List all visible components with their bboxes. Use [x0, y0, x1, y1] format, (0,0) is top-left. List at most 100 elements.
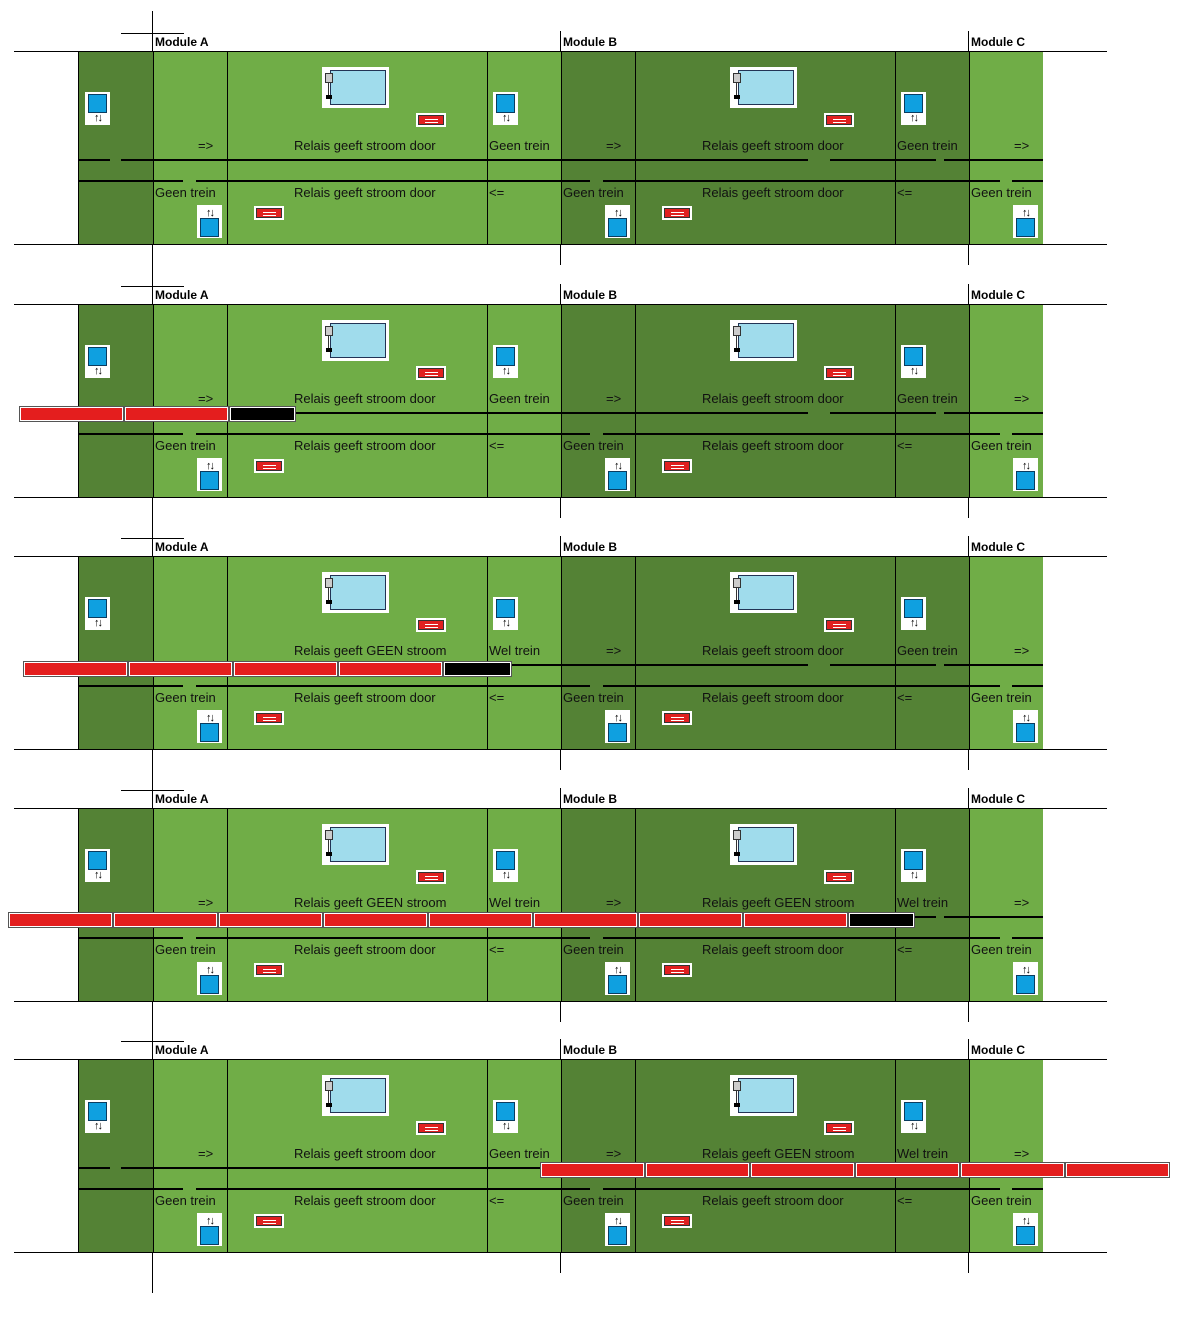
sensor-icon: ↑↓: [197, 205, 222, 238]
module-a-pointer: [152, 516, 153, 556]
switch-icon: [254, 1214, 284, 1228]
module-c-label: Module C: [971, 1043, 1025, 1057]
rail-bottom: [78, 433, 183, 435]
rail-top: [121, 1167, 808, 1169]
arrows-icon: ↑↓: [502, 869, 511, 881]
relay-screen: [738, 827, 794, 862]
arrows-icon: ↑↓: [1022, 207, 1031, 219]
switch-body: [826, 115, 852, 125]
relay-coil: [325, 830, 333, 840]
sensor-icon: ↑↓: [901, 92, 926, 125]
switch-body: [826, 1123, 852, 1133]
train-wagon: [233, 661, 338, 677]
sensor-square: [200, 471, 219, 490]
arrows-icon: ↑↓: [614, 460, 623, 472]
train-status: Wel trein: [489, 895, 541, 910]
switch-icon: [662, 711, 692, 725]
rail-bottom: [196, 1188, 590, 1190]
sensor-icon: ↑↓: [85, 849, 110, 882]
rail-bottom: [196, 433, 590, 435]
block-divider: [153, 51, 154, 245]
switch-body: [664, 965, 690, 975]
relay-coil: [733, 73, 741, 83]
sensor-icon: ↑↓: [901, 849, 926, 882]
direction-arrow: <=: [897, 942, 913, 957]
module-c-pointer: [968, 1253, 969, 1273]
sensor-icon: ↑↓: [197, 710, 222, 743]
arrows-icon: ↑↓: [1022, 460, 1031, 472]
sensor-icon: ↑↓: [901, 597, 926, 630]
direction-arrow: <=: [489, 942, 505, 957]
module-b-pointer: [560, 788, 561, 808]
relay-status: Relais geeft stroom door: [702, 942, 844, 957]
panel-bottom-border: [14, 749, 1107, 750]
relay-coil: [733, 830, 741, 840]
rail-bottom: [78, 937, 183, 939]
rail-bottom: [603, 937, 1000, 939]
switch-body: [418, 115, 444, 125]
panel-bottom-border: [14, 244, 1107, 245]
switch-icon: [254, 459, 284, 473]
train-status: Geen trein: [897, 391, 958, 406]
block-divider: [895, 51, 896, 245]
arrows-icon: ↑↓: [94, 112, 103, 124]
sensor-square: [200, 975, 219, 994]
sensor-square: [1016, 218, 1035, 237]
relay-screen: [330, 1078, 386, 1113]
arrows-icon: ↑↓: [614, 712, 623, 724]
arrows-icon: ↑↓: [502, 1120, 511, 1132]
sensor-icon: ↑↓: [197, 1213, 222, 1246]
sensor-square: [608, 1226, 627, 1245]
module-c-pointer: [968, 1002, 969, 1022]
sensor-square: [200, 218, 219, 237]
switch-body: [256, 1216, 282, 1226]
switch-icon: [824, 366, 854, 380]
rail-bottom: [78, 685, 183, 687]
module-c-pointer: [968, 31, 969, 51]
sensor-icon: ↑↓: [605, 205, 630, 238]
relay-coil: [325, 326, 333, 336]
panel-bottom-border: [14, 1252, 1107, 1253]
relay-icon: [730, 320, 797, 361]
block-divider: [227, 556, 228, 750]
sensor-square: [496, 851, 515, 870]
train-status: Geen trein: [563, 690, 624, 705]
track-section: [78, 808, 153, 1002]
switch-body: [418, 368, 444, 378]
module-border: [78, 304, 79, 498]
rail-bottom: [196, 685, 590, 687]
sensor-square: [200, 723, 219, 742]
direction-arrow: =>: [606, 1146, 622, 1161]
sensor-square: [496, 599, 515, 618]
rail-bottom: [1012, 937, 1043, 939]
relay-status: Relais geeft GEEN stroom: [294, 895, 447, 910]
arrows-icon: ↑↓: [206, 207, 215, 219]
direction-arrow: =>: [198, 391, 214, 406]
train-status: Geen trein: [155, 942, 216, 957]
switch-icon: [416, 618, 446, 632]
relay-stem: [736, 336, 737, 350]
train-wagon: [218, 912, 323, 928]
switch-body: [256, 713, 282, 723]
sensor-icon: ↑↓: [1013, 962, 1038, 995]
relay-status: Relais geeft stroom door: [294, 138, 436, 153]
relay-status: Relais geeft stroom door: [702, 1193, 844, 1208]
block-divider: [895, 808, 896, 1002]
module-b-pointer: [560, 245, 561, 265]
relay-pin: [326, 348, 332, 352]
relay-stem: [328, 336, 329, 350]
relay-pin: [734, 852, 740, 856]
module-b-pointer: [560, 1039, 561, 1059]
arrows-icon: ↑↓: [206, 1215, 215, 1227]
train-status: Wel trein: [897, 1146, 949, 1161]
relay-pin: [326, 600, 332, 604]
train-status: Geen trein: [155, 438, 216, 453]
track-section: [895, 51, 969, 245]
train-status: Wel trein: [489, 643, 541, 658]
relay-screen: [738, 575, 794, 610]
sensor-square: [88, 347, 107, 366]
train-status: Geen trein: [489, 138, 550, 153]
rail-bottom: [196, 937, 590, 939]
block-divider: [635, 808, 636, 1002]
